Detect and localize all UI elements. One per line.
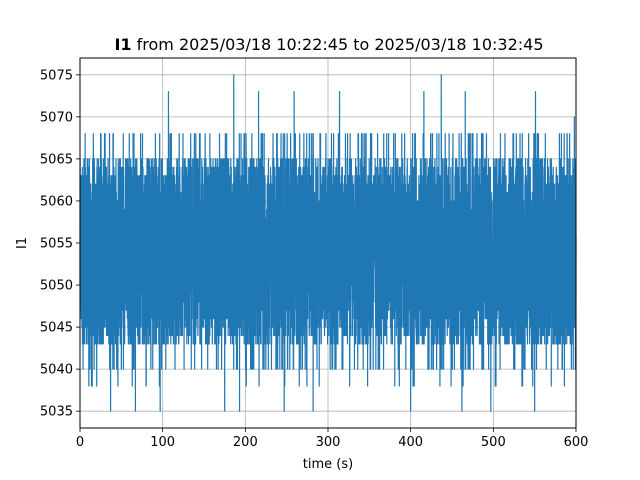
x-tick-label: 0 (76, 435, 84, 450)
x-tick-label: 200 (233, 435, 258, 450)
chart-title-bold: I1 (114, 35, 131, 54)
x-tick-label: 500 (481, 435, 506, 450)
plot-area: 0 100 200 300 400 500 600 5035 5040 5045 5050 5055… (40, 57, 589, 450)
y-tick-label: 5035 (40, 405, 73, 420)
y-tick-label: 5075 (40, 68, 73, 83)
x-axis-label: time (s) (303, 457, 353, 472)
x-tick-label: 100 (150, 435, 175, 450)
x-tick-label: 600 (564, 435, 589, 450)
y-axis-label: I1 (15, 237, 30, 249)
y-tick-label: 5040 (40, 363, 73, 378)
series-line (79, 74, 577, 412)
y-tick-label: 5055 (40, 237, 73, 252)
y-tick-label: 5050 (40, 279, 73, 294)
y-axis-ticks: 5035 5040 5045 5050 5055 5060 5065 5070 5075 (40, 68, 80, 420)
x-tick-label: 400 (398, 435, 423, 450)
y-tick-label: 5045 (40, 321, 73, 336)
y-tick-label: 5060 (40, 194, 73, 209)
y-tick-label: 5070 (40, 110, 73, 125)
series-layer (79, 74, 577, 412)
x-axis-ticks: 0 100 200 300 400 500 600 (76, 428, 589, 450)
chart-title-rest: from 2025/03/18 10:22:45 to 2025/03/18 1… (132, 35, 544, 54)
y-tick-label: 5065 (40, 152, 73, 167)
x-tick-label: 300 (316, 435, 341, 450)
chart-title: I1 from 2025/03/18 10:22:45 to 2025/03/1… (114, 35, 543, 54)
